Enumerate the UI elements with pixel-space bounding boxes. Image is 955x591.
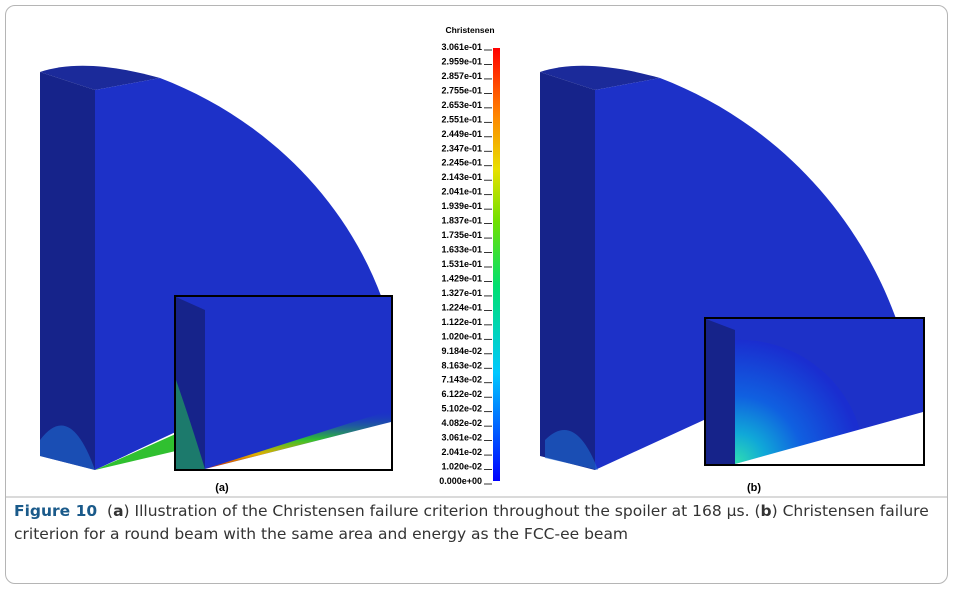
colorbar-tick-label: 1.020e-02 — [441, 462, 482, 472]
colorbar-tick-label: 9.184e-02 — [441, 346, 482, 356]
colorbar-tick-label: 1.327e-01 — [441, 288, 482, 298]
colorbar-tick-label: 2.245e-01 — [441, 158, 482, 168]
colorbar-tick-label: 2.959e-01 — [441, 56, 482, 66]
stress-spot — [545, 430, 598, 470]
colorbar-tick-label: 2.143e-01 — [441, 172, 482, 182]
figure-frame — [5, 5, 948, 584]
inset-cut — [205, 422, 391, 469]
colorbar-tick-label: 4.082e-02 — [441, 418, 482, 428]
colorbar-tick-label: 7.143e-02 — [441, 375, 482, 385]
figure-image: Christensen 3.061e-01 2.959e-01 2.857e-01 2… — [6, 25, 948, 498]
caption-segment: a — [113, 502, 124, 520]
colorbar-ticks: 3.061e-01 2.959e-01 2.857e-01 2.755e-01 2.65… — [439, 42, 492, 486]
colorbar-tick-label: 1.122e-01 — [441, 317, 482, 327]
caption-segment: ) Illustration of the Christensen failur… — [123, 502, 761, 520]
colorbar-tick-label: 2.347e-01 — [441, 143, 482, 153]
colorbar-tick-label: 5.102e-02 — [441, 404, 482, 414]
render-b — [540, 65, 925, 470]
inset-band — [205, 410, 391, 469]
front-face — [95, 78, 392, 470]
stress-band — [95, 432, 180, 470]
colorbar-title: Christensen — [445, 25, 494, 35]
colorbar — [493, 48, 500, 481]
caption-label: Figure 10 — [14, 502, 98, 520]
colorbar-tick-label: 0.000e+00 — [439, 476, 482, 486]
inset-spot — [735, 339, 860, 464]
inset-cut — [735, 412, 923, 464]
colorbar-tick-label: 3.061e-01 — [441, 42, 482, 52]
colorbar-tick-label: 1.837e-01 — [441, 216, 482, 226]
colorbar-tick-label: 2.041e-01 — [441, 187, 482, 197]
inset-border — [704, 317, 925, 466]
top-cap — [40, 65, 160, 90]
front-face — [595, 78, 900, 470]
render-a — [40, 65, 393, 471]
inset-spot — [176, 380, 205, 469]
colorbar-tick-label: 2.755e-01 — [441, 85, 482, 95]
colorbar-tick-label: 1.939e-01 — [441, 201, 482, 211]
top-cap — [540, 65, 660, 90]
caption: Figure 10 (a) Illustration of the Christ… — [14, 500, 944, 546]
colorbar-tick-label: 2.857e-01 — [441, 71, 482, 81]
colorbar-tick-label: 1.735e-01 — [441, 230, 482, 240]
colorbar-tick-label: 6.122e-02 — [441, 389, 482, 399]
colorbar-tick-label: 1.429e-01 — [441, 273, 482, 283]
caption-segment: ) Christensen failure criterion for a ro… — [14, 502, 929, 543]
colorbar-tick-label: 3.061e-02 — [441, 433, 482, 443]
caption-segment: ( — [107, 502, 114, 520]
panel-label: (b) — [747, 482, 761, 494]
inset-border — [174, 295, 393, 471]
panel-label: (a) — [215, 482, 229, 494]
inset-side — [706, 319, 735, 464]
side-face — [540, 72, 595, 470]
stress-spot — [40, 425, 95, 470]
colorbar-tick-label: 1.531e-01 — [441, 259, 482, 269]
colorbar-tick-label: 1.224e-01 — [441, 302, 482, 312]
caption-text: (a) Illustration of the Christensen fail… — [14, 502, 929, 543]
caption-segment: b — [760, 502, 772, 520]
colorbar-tick-label: 1.020e-01 — [441, 331, 482, 341]
colorbar-tick-label: 1.633e-01 — [441, 245, 482, 255]
colorbar-tick-label: 2.041e-02 — [441, 447, 482, 457]
colorbar-tick-label: 8.163e-02 — [441, 360, 482, 370]
colorbar-tick-label: 2.653e-01 — [441, 100, 482, 110]
colorbar-tick-label: 2.551e-01 — [441, 114, 482, 124]
side-face — [40, 72, 95, 470]
colorbar-tick-label: 2.449e-01 — [441, 129, 482, 139]
